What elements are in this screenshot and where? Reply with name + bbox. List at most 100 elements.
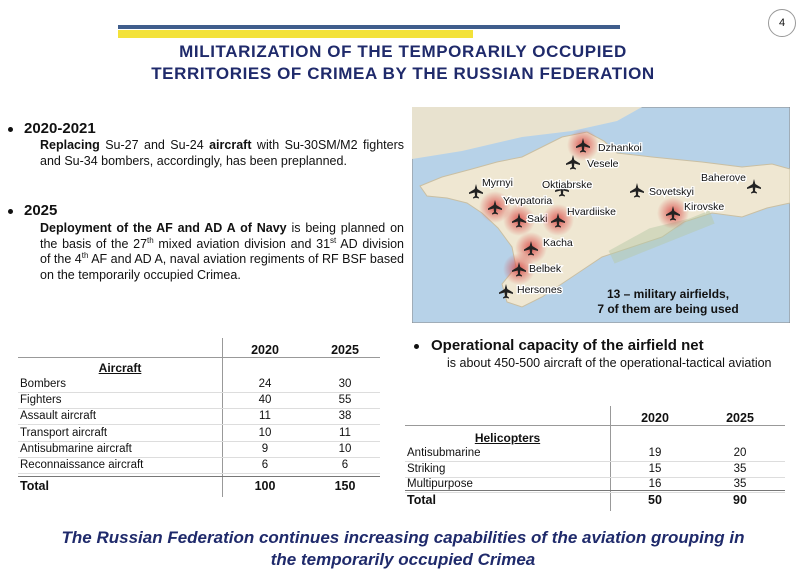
text-run: Su-27 and Su-24 <box>99 138 210 152</box>
airfield-label: Hvardiiske <box>567 206 616 218</box>
row-label: Fighters <box>20 394 62 407</box>
section-text: Deployment of the AF and AD A of Navy is… <box>40 221 404 283</box>
total-label: Total <box>20 479 49 493</box>
airfield-icon <box>512 213 526 228</box>
row-label: Antisubmarine <box>407 447 481 459</box>
bullet <box>8 209 13 214</box>
table-divider <box>610 406 611 511</box>
airfield-label: Dzhankoi <box>598 142 642 154</box>
top-rule <box>118 25 620 29</box>
airfield-icon <box>747 179 761 194</box>
table-divider <box>222 338 223 497</box>
row-rule <box>18 456 380 458</box>
title-line: TERRITORIES OF CRIMEA BY THE RUSSIAN FED… <box>151 64 655 83</box>
map-caption: 7 of them are being used <box>597 302 738 316</box>
value-cell: 6 <box>261 459 269 471</box>
aircraft-table: 2020 2025 Aircraft Bombers 24 30 Fighters 40 55 A… <box>18 338 380 498</box>
capacity-heading: Operational capacity of the airfield net <box>431 337 704 354</box>
airfield-icon <box>469 184 483 199</box>
value-cell: 35 <box>733 462 747 475</box>
row-rule <box>18 408 380 410</box>
map-caption: 13 – military airfields, <box>607 287 729 301</box>
capacity-text: is about 450-500 aircraft of the operati… <box>447 356 772 370</box>
value-cell: 10 <box>258 426 272 439</box>
value-cell: 19 <box>648 447 662 459</box>
value-cell: 35 <box>733 478 747 490</box>
row-label: Assault aircraft <box>20 410 97 423</box>
value-cell: 20 <box>733 447 747 459</box>
value-cell: 16 <box>648 478 662 490</box>
value-cell: 40 <box>258 394 272 407</box>
airfield-icon <box>488 200 502 215</box>
group-label: Helicopters <box>474 431 541 445</box>
helicopter-table: 2020 2025 Helicopters Antisubmarine 19 20 Stri… <box>405 406 785 511</box>
column-header: 2020 <box>251 343 279 357</box>
row-label: Reconnaissance aircraft <box>20 459 144 471</box>
text-run: AD division of the 4 <box>40 236 405 267</box>
footer-line: The Russian Federation continues increas… <box>61 528 745 547</box>
total-rule <box>405 490 785 491</box>
title-line: MILITARIZATION OF THE TEMPORARILY OCCUPI… <box>179 42 627 61</box>
airfield-label: Belbek <box>529 263 562 275</box>
section-text: Replacing Su-27 and Su-24 aircraft with … <box>40 138 404 169</box>
table-rule <box>405 425 785 426</box>
row-label: Multipurpose <box>407 478 473 490</box>
airfield-icon <box>512 262 526 277</box>
airfield-icon <box>499 284 513 299</box>
airfield-label: Kirovske <box>684 201 724 213</box>
airfield-label: Sovetskyi <box>649 186 694 198</box>
value-cell: 11 <box>259 410 271 423</box>
text-run: st <box>330 235 337 245</box>
value-cell: 9 <box>261 442 269 455</box>
section-heading: 2020-2021 <box>24 120 96 137</box>
bullet <box>414 344 419 349</box>
text-run: Deployment of the AF and AD A of Navy <box>40 221 287 235</box>
text-run: aircraft <box>209 138 252 152</box>
crimea <box>419 131 790 308</box>
value-cell: 11 <box>339 426 351 439</box>
row-rule <box>405 476 785 478</box>
airfield-label: Hersones <box>517 284 562 296</box>
value-cell: 38 <box>338 410 352 423</box>
text-run: is being planned on the basis of the 27 <box>40 221 404 251</box>
mountains <box>608 210 715 264</box>
airfield-label: Yevpatoria <box>503 195 552 207</box>
bullet <box>8 127 13 132</box>
row-rule <box>18 424 380 426</box>
total-rule <box>18 476 380 477</box>
column-header: 2025 <box>726 411 754 425</box>
value-cell: 10 <box>338 442 352 455</box>
airfield-label: Myrnyi <box>482 177 513 189</box>
text-run: with Su-30SM/M2 fighters and Su-34 bombe… <box>40 138 404 168</box>
airfield-icon <box>566 155 580 170</box>
airfield-label: Vesele <box>587 158 619 170</box>
value-cell: 30 <box>338 378 352 390</box>
row-rule <box>18 473 380 474</box>
airfield-label: Kacha <box>543 237 573 249</box>
value-cell: 55 <box>338 394 352 407</box>
footer-line: the temporarily occupied Crimea <box>270 550 536 569</box>
text-run: Replacing <box>40 138 100 152</box>
total-value: 90 <box>733 493 747 507</box>
row-label: Transport aircraft <box>20 426 108 439</box>
total-label: Total <box>407 493 436 507</box>
airfield-label: Baherove <box>701 172 746 184</box>
row-label: Bombers <box>20 378 67 390</box>
airfield-icon <box>524 241 538 256</box>
top-band <box>118 30 473 38</box>
text-run: AF and AD A, naval aviation regiments of… <box>40 252 404 282</box>
column-header: 2020 <box>641 411 669 425</box>
airfield-icon <box>576 138 590 153</box>
text-run: th <box>147 235 154 245</box>
group-label: Aircraft <box>98 361 142 375</box>
airfield-icon <box>666 206 680 221</box>
text-run: th <box>81 250 89 260</box>
total-value: 100 <box>254 479 276 493</box>
total-value: 150 <box>334 479 356 493</box>
row-rule <box>18 440 380 442</box>
row-rule <box>405 492 785 493</box>
row-label: Antisubmarine aircraft <box>20 442 132 455</box>
row-rule <box>405 461 785 462</box>
total-value: 50 <box>648 493 662 507</box>
